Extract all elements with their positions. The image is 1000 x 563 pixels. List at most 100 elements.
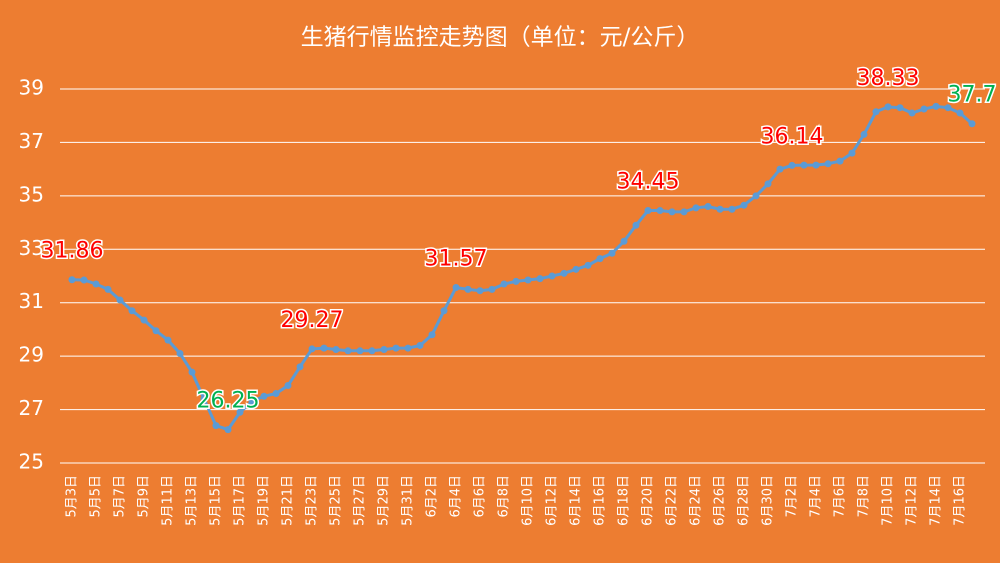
point bbox=[104, 285, 112, 293]
y-tick-label: 35 bbox=[19, 182, 44, 206]
point bbox=[236, 408, 244, 416]
data-label: 26.25 bbox=[197, 389, 260, 414]
point bbox=[788, 161, 796, 169]
point bbox=[620, 237, 628, 245]
point bbox=[752, 192, 760, 200]
point bbox=[812, 161, 820, 169]
point bbox=[728, 205, 736, 213]
y-tick-label: 37 bbox=[19, 129, 44, 153]
data-label: 34.45 bbox=[617, 170, 680, 195]
data-label: 38.33 bbox=[857, 66, 920, 91]
point bbox=[440, 307, 448, 315]
x-tick-label: 7月16日 bbox=[953, 475, 968, 526]
point bbox=[188, 368, 196, 376]
x-tick-label: 7月4日 bbox=[809, 475, 824, 518]
point bbox=[656, 207, 664, 215]
point bbox=[476, 287, 484, 295]
x-tick-label: 7月12日 bbox=[905, 475, 920, 526]
x-tick-label: 6月30日 bbox=[761, 475, 776, 526]
y-tick-label: 27 bbox=[19, 396, 44, 420]
point bbox=[80, 276, 88, 284]
x-tick-label: 5月19日 bbox=[257, 475, 272, 526]
point bbox=[320, 344, 328, 352]
x-tick-label: 6月12日 bbox=[545, 475, 560, 526]
point bbox=[932, 102, 940, 110]
point bbox=[584, 261, 592, 269]
x-tick-label: 6月6日 bbox=[473, 475, 488, 518]
point bbox=[968, 120, 976, 128]
x-tick-label: 5月29日 bbox=[377, 475, 392, 526]
point bbox=[392, 344, 400, 352]
y-tick-label: 39 bbox=[19, 76, 44, 100]
point bbox=[560, 269, 568, 277]
x-tick-label: 6月4日 bbox=[449, 475, 464, 518]
point bbox=[884, 103, 892, 111]
point bbox=[668, 208, 676, 216]
x-tick-label: 7月14日 bbox=[929, 475, 944, 526]
point bbox=[824, 160, 832, 168]
point bbox=[176, 349, 184, 357]
x-tick-label: 6月26日 bbox=[713, 475, 728, 526]
x-tick-label: 5月5日 bbox=[89, 475, 104, 518]
point bbox=[644, 207, 652, 215]
line bbox=[71, 104, 973, 432]
point bbox=[356, 347, 364, 355]
data-label: 29.27 bbox=[281, 308, 344, 333]
point bbox=[224, 426, 232, 434]
x-tick-label: 7月10日 bbox=[881, 475, 896, 526]
x-tick-label: 5月23日 bbox=[305, 475, 320, 526]
x-tick-label: 5月3日 bbox=[65, 475, 80, 518]
x-tick-label: 5月11日 bbox=[161, 475, 176, 526]
point bbox=[800, 161, 808, 169]
point bbox=[896, 104, 904, 112]
point bbox=[860, 130, 868, 138]
point bbox=[428, 331, 436, 339]
point bbox=[944, 104, 952, 112]
point bbox=[956, 109, 964, 117]
point bbox=[488, 285, 496, 293]
point bbox=[548, 272, 556, 280]
point bbox=[200, 395, 208, 403]
x-tick-label: 5月31日 bbox=[401, 475, 416, 526]
point bbox=[596, 255, 604, 263]
x-tick-label: 5月15日 bbox=[209, 475, 224, 526]
x-tick-label: 5月9日 bbox=[137, 475, 152, 518]
point bbox=[68, 276, 76, 284]
point bbox=[368, 347, 376, 355]
point bbox=[452, 283, 460, 291]
point bbox=[512, 277, 520, 285]
point bbox=[284, 382, 292, 390]
point bbox=[632, 221, 640, 229]
x-tick-label: 5月21日 bbox=[281, 475, 296, 526]
point bbox=[260, 392, 268, 400]
point bbox=[848, 149, 856, 157]
x-tick-label: 7月2日 bbox=[785, 475, 800, 518]
point bbox=[128, 307, 136, 315]
x-tick-label: 6月18日 bbox=[617, 475, 632, 526]
point bbox=[464, 285, 472, 293]
y-tick-label: 25 bbox=[19, 450, 44, 474]
data-label: 31.86 bbox=[41, 239, 104, 264]
x-tick-label: 5月13日 bbox=[185, 475, 200, 526]
x-tick-label: 5月25日 bbox=[329, 475, 344, 526]
y-tick-label: 29 bbox=[19, 343, 44, 367]
x-tick-label: 7月8日 bbox=[857, 475, 872, 518]
x-tick-label: 6月20日 bbox=[641, 475, 656, 526]
x-tick-label: 5月17日 bbox=[233, 475, 248, 526]
data-label: 36.14 bbox=[761, 124, 824, 149]
point bbox=[836, 157, 844, 165]
point bbox=[776, 165, 784, 173]
point bbox=[308, 345, 316, 353]
point bbox=[680, 208, 688, 216]
point bbox=[524, 276, 532, 284]
x-tick-label: 6月16日 bbox=[593, 475, 608, 526]
point bbox=[920, 105, 928, 113]
point bbox=[272, 390, 280, 398]
point bbox=[332, 345, 340, 353]
point bbox=[416, 341, 424, 349]
x-tick-label: 5月27日 bbox=[353, 475, 368, 526]
point bbox=[152, 327, 160, 335]
x-tick-label: 6月28日 bbox=[737, 475, 752, 526]
point bbox=[164, 336, 172, 344]
